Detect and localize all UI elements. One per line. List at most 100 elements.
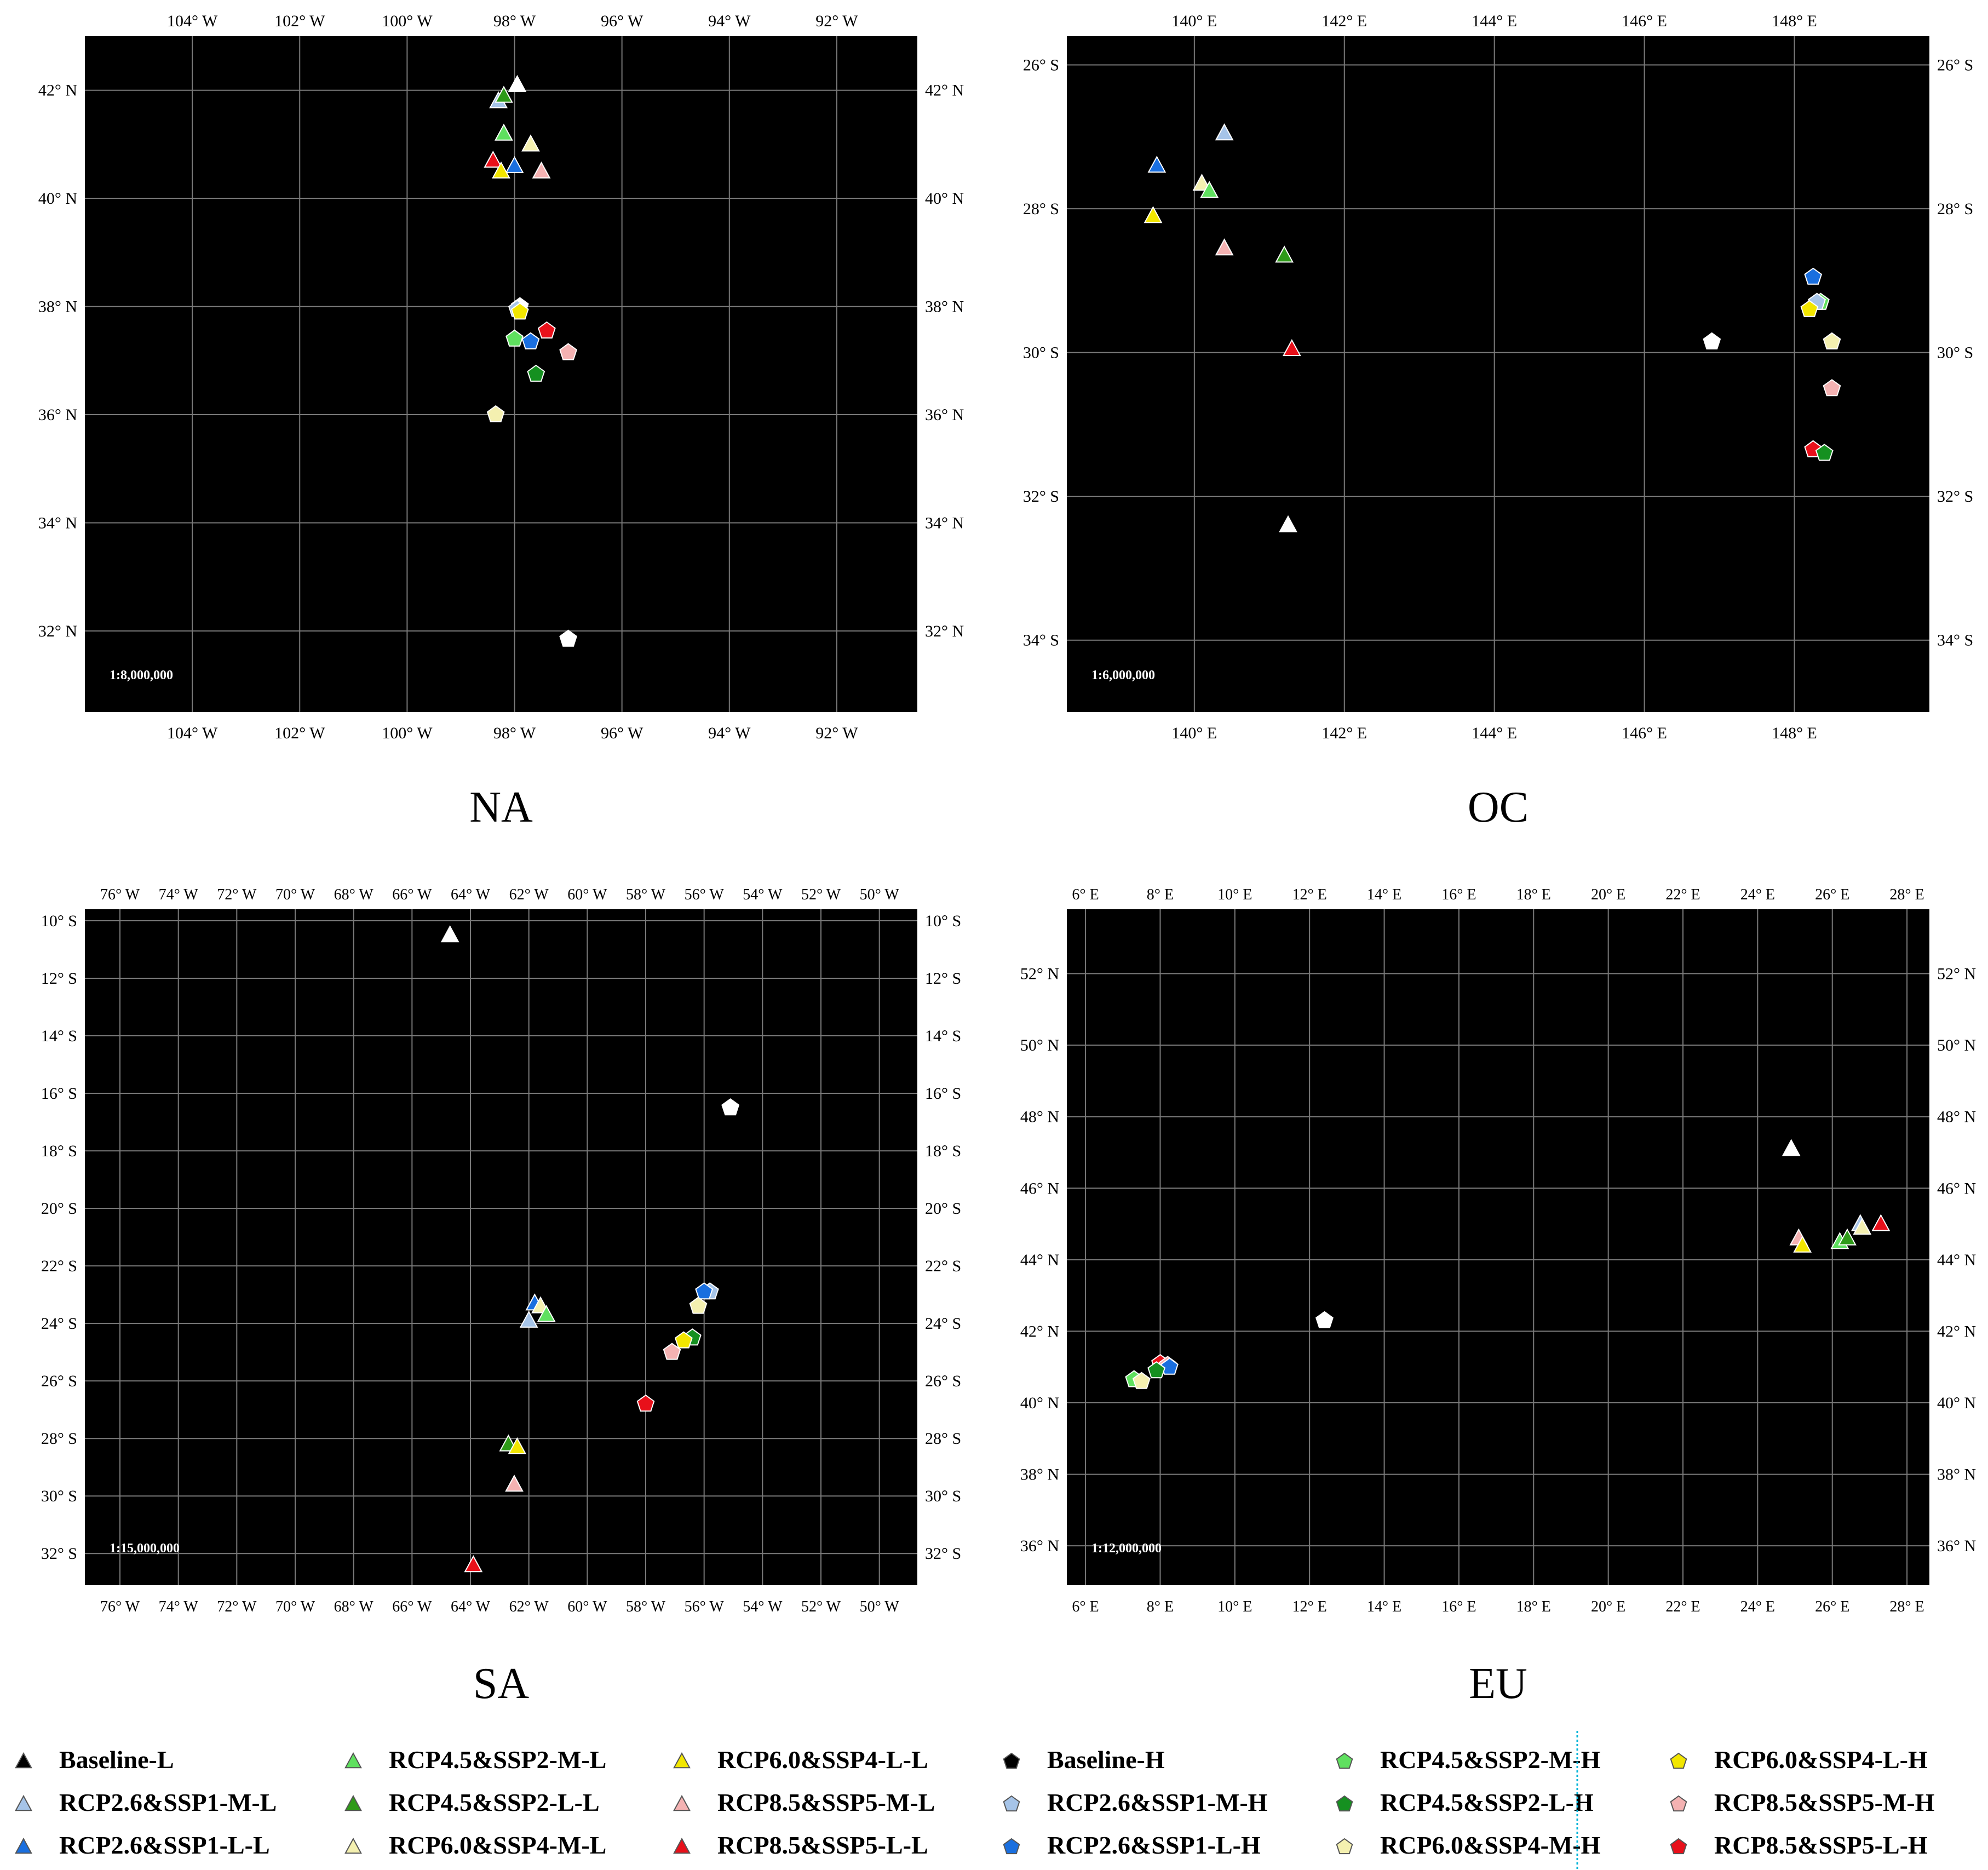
lat-tick-label-right: 50° N: [1937, 1036, 1976, 1054]
legend-marker: [673, 1794, 691, 1811]
lat-tick-label-left: 30° S: [41, 1487, 77, 1505]
marker-rcp6-0-ssp4-m-l: [1192, 174, 1211, 191]
lon-tick-label-bottom: 60° W: [567, 1598, 607, 1615]
lon-tick-label-bottom: 20° E: [1591, 1598, 1625, 1615]
lon-tick-label-top: 18° E: [1516, 886, 1551, 903]
lon-tick-label-bottom: 58° W: [626, 1598, 666, 1615]
lat-tick-label-left: 48° N: [1020, 1108, 1059, 1126]
marker-rcp6-0-ssp4-m-l: [1853, 1217, 1872, 1235]
marker-rcp6-0-ssp4-m-l: [521, 134, 540, 152]
marker-baseline-l: [1782, 1139, 1801, 1156]
map-panel-na: 104° W 104° W 102° W 102° W 100° W 100° W 98° …: [38, 12, 964, 831]
lon-tick-label-top: 50° W: [860, 886, 900, 903]
lat-tick-label-right: 28° S: [925, 1430, 961, 1448]
lon-tick-label-bottom: 28° E: [1889, 1598, 1924, 1615]
legend-label: RCP4.5&SSP2-L-L: [389, 1788, 600, 1816]
marker-rcp2-6-ssp1-l-l: [505, 156, 524, 173]
lat-tick-label-right: 32° N: [925, 622, 964, 640]
lat-tick-label-right: 32° S: [925, 1545, 961, 1563]
lon-tick-label-bottom: 76° W: [100, 1598, 140, 1615]
legend-marker: [1670, 1752, 1687, 1769]
lon-tick-label-bottom: 64° W: [451, 1598, 491, 1615]
lat-tick-label-right: 46° N: [1937, 1179, 1976, 1197]
lon-tick-label-bottom: 12° E: [1292, 1598, 1327, 1615]
lon-tick-label-bottom: 72° W: [217, 1598, 257, 1615]
lat-tick-label-right: 38° N: [925, 298, 964, 316]
map-panel-oc: 140° E 140° E 142° E 142° E 144° E 144° E 146°…: [1023, 12, 1973, 831]
lat-tick-label-left: 38° N: [1020, 1466, 1059, 1484]
lon-tick-label-bottom: 96° W: [601, 724, 643, 742]
marker-rcp4-5-ssp2-l-h: [1147, 1361, 1166, 1379]
legend-item-rcp6-0-ssp4-l-h: RCP6.0&SSP4-L-H: [1670, 1746, 1928, 1774]
lon-tick-label-top: 96° W: [601, 12, 643, 30]
lon-tick-label-top: 8° E: [1147, 886, 1174, 903]
lat-tick-label-left: 36° N: [38, 406, 77, 424]
lon-tick-label-top: 94° W: [708, 12, 751, 30]
marker-rcp4-5-ssp2-l-l: [1838, 1228, 1857, 1246]
marker-rcp8-5-ssp5-m-l: [532, 161, 551, 179]
marker-rcp8-5-ssp5-l-l: [464, 1555, 483, 1573]
lat-tick-label-right: 38° N: [1937, 1466, 1976, 1484]
lon-tick-label-top: 26° E: [1815, 886, 1849, 903]
lon-tick-label-bottom: 50° W: [860, 1598, 900, 1615]
legend-item-rcp8-5-ssp5-l-l: RCP8.5&SSP5-L-L: [673, 1831, 928, 1859]
marker-rcp6-0-ssp4-m-h: [689, 1297, 708, 1314]
legend-marker: [344, 1752, 362, 1769]
lon-tick-label-bottom: 8° E: [1147, 1598, 1174, 1615]
marker-rcp8-5-ssp5-m-l: [505, 1475, 524, 1492]
legend-item-rcp4-5-ssp2-m-h: RCP4.5&SSP2-M-H: [1336, 1746, 1601, 1774]
lon-tick-label-bottom: 66° W: [392, 1598, 432, 1615]
marker-rcp8-5-ssp5-l-h: [537, 321, 556, 339]
marker-baseline-l: [1279, 515, 1297, 532]
marker-rcp6-0-ssp4-m-h: [486, 405, 505, 422]
marker-rcp6-0-ssp4-l-l: [1144, 206, 1163, 223]
lon-tick-label-top: 62° W: [509, 886, 549, 903]
lat-tick-label-right: 32° S: [1937, 487, 1973, 506]
marker-rcp6-0-ssp4-l-h: [510, 302, 529, 320]
marker-rcp8-5-ssp5-m-l: [1215, 238, 1234, 256]
marker-rcp2-6-ssp1-m-l: [519, 1310, 538, 1328]
lat-tick-label-left: 42° N: [38, 82, 77, 100]
lon-tick-label-bottom: 16° E: [1441, 1598, 1476, 1615]
legend-marker: [15, 1837, 32, 1854]
legend-marker: [1003, 1795, 1020, 1812]
lat-tick-label-right: 42° N: [925, 82, 964, 100]
lat-tick-label-right: 34° N: [925, 514, 964, 532]
legend-item-rcp6-0-ssp4-m-h: RCP6.0&SSP4-M-H: [1336, 1831, 1601, 1859]
lat-tick-label-left: 32° S: [1023, 487, 1059, 506]
marker-rcp8-5-ssp5-l-l: [1871, 1214, 1891, 1231]
lon-tick-label-bottom: 146° E: [1622, 724, 1667, 742]
marker-rcp6-0-ssp4-m-h: [1132, 1372, 1151, 1389]
lon-tick-label-bottom: 98° W: [493, 724, 536, 742]
legend-marker: [1336, 1838, 1353, 1855]
legend-item-rcp8-5-ssp5-l-h: RCP8.5&SSP5-L-H: [1670, 1831, 1928, 1859]
lon-tick-label-top: 66° W: [392, 886, 432, 903]
map-background: [85, 909, 917, 1585]
legend-label: Baseline-L: [59, 1746, 174, 1774]
marker-rcp4-5-ssp2-l-l: [495, 85, 513, 103]
marker-rcp6-0-ssp4-l-l: [508, 1437, 527, 1454]
lon-tick-label-top: 24° E: [1740, 886, 1775, 903]
lon-tick-label-top: 142° E: [1321, 12, 1367, 30]
lat-tick-label-left: 22° S: [41, 1257, 77, 1275]
scale-label: 1:6,000,000: [1091, 668, 1155, 682]
legend-item-rcp4-5-ssp2-m-l: RCP4.5&SSP2-M-L: [344, 1746, 606, 1774]
marker-rcp4-5-ssp2-m-l: [495, 123, 513, 141]
lat-tick-label-left: 40° N: [1020, 1394, 1059, 1412]
lon-tick-label-top: 12° E: [1292, 886, 1327, 903]
marker-baseline-l: [508, 74, 527, 92]
lon-tick-label-top: 64° W: [451, 886, 491, 903]
lon-tick-label-bottom: 52° W: [801, 1598, 841, 1615]
lon-tick-label-top: 140° E: [1171, 12, 1217, 30]
lon-tick-label-bottom: 18° E: [1516, 1598, 1551, 1615]
map-panel-sa: 76° W 76° W 74° W 74° W 72° W 72° W 70° W 70° W…: [41, 886, 961, 1708]
lat-tick-label-left: 52° N: [1020, 965, 1059, 983]
lat-tick-label-right: 22° S: [925, 1257, 961, 1275]
lon-tick-label-top: 74° W: [159, 886, 199, 903]
legend-item-rcp6-0-ssp4-l-l: RCP6.0&SSP4-L-L: [673, 1746, 928, 1774]
lon-tick-label-top: 146° E: [1622, 12, 1667, 30]
legend-label: Baseline-H: [1047, 1746, 1165, 1774]
legend-marker: [1336, 1752, 1353, 1769]
marker-rcp6-0-ssp4-l-l: [1793, 1235, 1812, 1253]
lat-tick-label-left: 46° N: [1020, 1179, 1059, 1197]
